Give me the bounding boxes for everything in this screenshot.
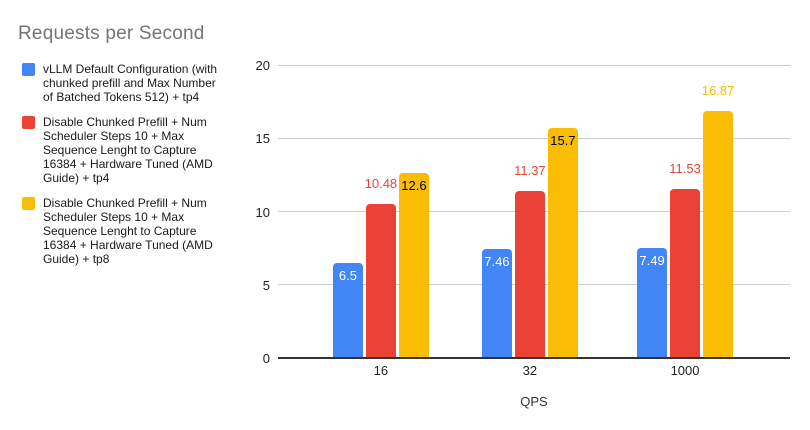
bar-series2-32[interactable] bbox=[514, 191, 545, 358]
y-tick-label-15: 15 bbox=[255, 131, 270, 147]
legend: vLLM Default Configuration (with chunked… bbox=[22, 62, 247, 277]
bar-value-label: 16.87 bbox=[701, 82, 735, 98]
y-tick-label-5: 5 bbox=[262, 277, 270, 293]
bar-series3-1000[interactable] bbox=[703, 110, 734, 358]
y-tick-label-0: 0 bbox=[262, 351, 270, 366]
y-tick-label-10: 10 bbox=[255, 204, 270, 220]
bar-value-label: 12.6 bbox=[401, 178, 427, 194]
x-tick-label-32: 32 bbox=[522, 363, 538, 378]
bar-series2-1000[interactable] bbox=[670, 189, 701, 358]
x-tick-label-16: 16 bbox=[373, 363, 389, 378]
legend-item-tuned-tp4: Disable Chunked Prefill + Num Scheduler … bbox=[22, 115, 247, 185]
x-tick-label-1000: 1000 bbox=[670, 363, 700, 378]
bar-series2-16[interactable] bbox=[365, 204, 396, 358]
legend-item-tuned-tp8: Disable Chunked Prefill + Num Scheduler … bbox=[22, 196, 247, 266]
chart-title: Requests per Second bbox=[18, 23, 205, 44]
bar-series1-32[interactable] bbox=[481, 248, 512, 358]
legend-swatch-blue bbox=[22, 63, 35, 76]
legend-item-default-config-tp4: vLLM Default Configuration (with chunked… bbox=[22, 62, 247, 104]
bar-series1-1000[interactable] bbox=[637, 248, 668, 358]
bar-value-label: 11.53 bbox=[669, 161, 701, 177]
bar-value-label: 7.49 bbox=[639, 253, 665, 269]
bar-series3-32[interactable] bbox=[547, 127, 578, 358]
bar-series3-16[interactable] bbox=[398, 173, 429, 358]
legend-item-label: vLLM Default Configuration (with chunked… bbox=[43, 62, 218, 104]
legend-item-label: Disable Chunked Prefill + Num Scheduler … bbox=[43, 196, 213, 266]
bar-value-label: 15.7 bbox=[550, 132, 576, 148]
gridline-y-15 bbox=[278, 137, 790, 139]
bar-value-label: 6.5 bbox=[338, 267, 357, 283]
bar-value-label: 11.37 bbox=[514, 163, 546, 179]
legend-swatch-red bbox=[22, 116, 35, 129]
bar-value-label: 10.48 bbox=[364, 176, 398, 192]
bar-series1-16[interactable] bbox=[332, 262, 363, 358]
legend-swatch-yellow bbox=[22, 197, 35, 210]
legend-item-label: Disable Chunked Prefill + Num Scheduler … bbox=[43, 115, 213, 185]
x-axis-line bbox=[278, 357, 790, 359]
gridline-y-20 bbox=[278, 64, 790, 66]
x-axis-title: QPS bbox=[520, 394, 548, 409]
bar-value-label: 7.46 bbox=[484, 253, 510, 269]
y-tick-label-20: 20 bbox=[255, 58, 270, 73]
